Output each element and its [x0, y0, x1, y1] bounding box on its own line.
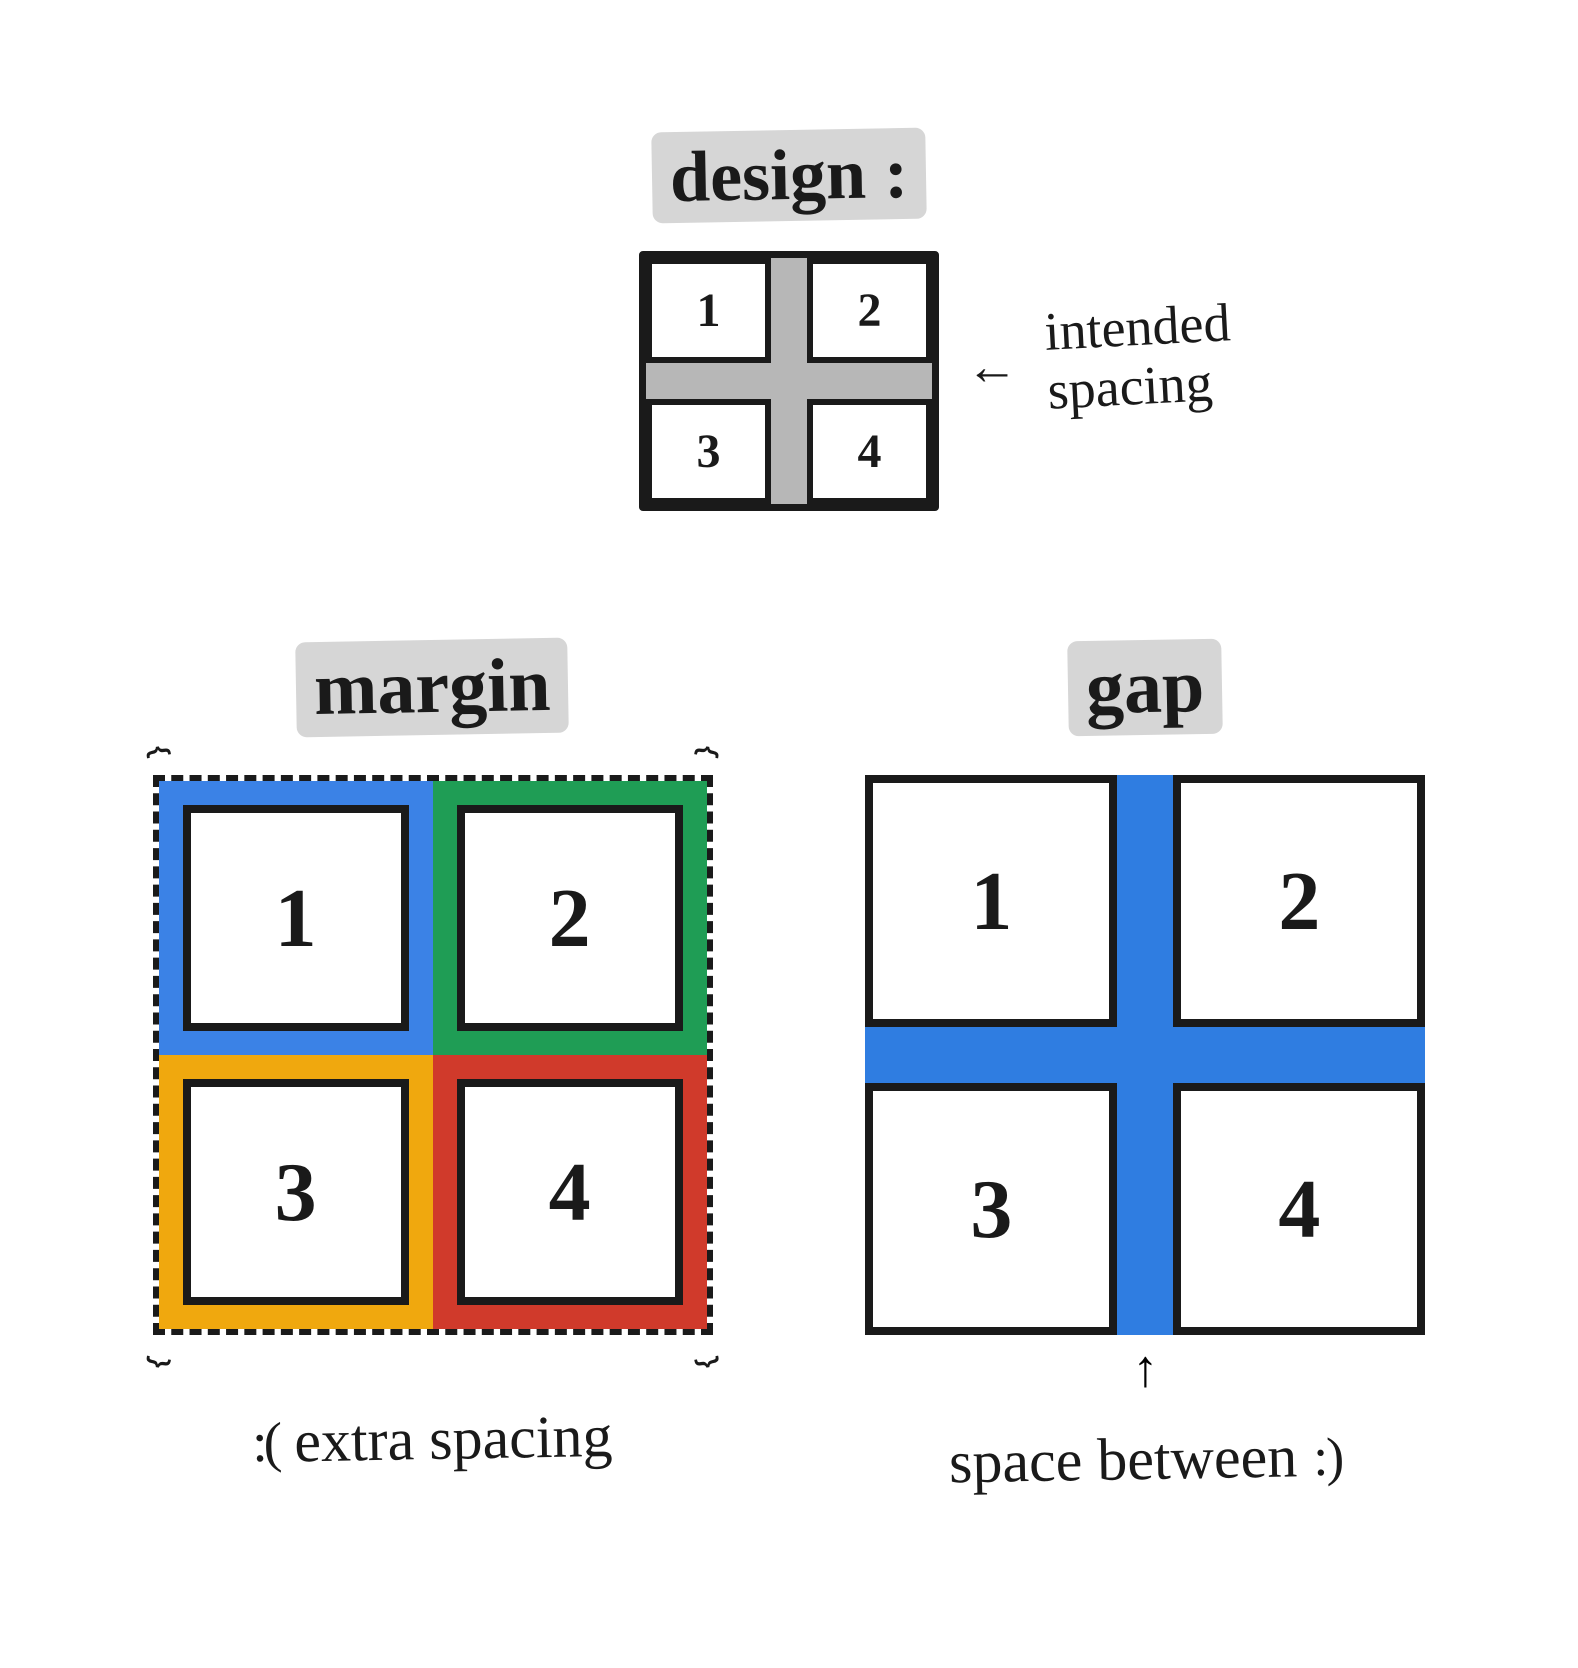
gap-grid: 1 2 3 4 ↑: [865, 775, 1425, 1335]
margin-cell-4: 4: [433, 1055, 707, 1329]
design-title: design :: [651, 128, 927, 224]
arrow-up-icon: ↑: [1132, 1340, 1158, 1399]
design-annotation: intendedspacing: [1043, 293, 1235, 421]
margin-cell-label: 3: [183, 1079, 409, 1305]
margin-cell-label: 2: [457, 805, 683, 1031]
margin-caption: :( extra spacing: [252, 1402, 614, 1477]
margin-grid: ⏞ ⏞ ⏞ ⏞ 1 2 3 4: [153, 775, 713, 1335]
gap-title: gap: [1067, 639, 1223, 737]
margin-cell-label: 1: [183, 805, 409, 1031]
design-section: design : 1 2 3 4 ← intendedspacing: [0, 130, 1578, 511]
margin-column: margin ⏞ ⏞ ⏞ ⏞ 1 2 3 4 :(: [153, 640, 713, 1474]
margin-cell-2: 2: [433, 781, 707, 1055]
happy-face-icon: :): [1312, 1425, 1342, 1487]
design-cell-1: 1: [646, 258, 771, 363]
gap-cell-3: 3: [865, 1083, 1117, 1335]
sad-face-icon: :(: [252, 1410, 279, 1474]
arrow-left-icon: ←: [966, 338, 1018, 397]
margin-cell-3: 3: [159, 1055, 433, 1329]
gap-column: gap 1 2 3 4 ↑ space between :): [865, 640, 1425, 1494]
margin-cell-label: 4: [457, 1079, 683, 1305]
margin-cell-1: 1: [159, 781, 433, 1055]
gap-cell-2: 2: [1173, 775, 1425, 1027]
gap-cell-1: 1: [865, 775, 1117, 1027]
gap-cell-4: 4: [1173, 1083, 1425, 1335]
margin-caption-text: extra spacing: [294, 1402, 613, 1477]
design-grid: 1 2 3 4 ← intendedspacing: [639, 251, 939, 511]
gap-cross-horizontal: [865, 1027, 1425, 1083]
design-cell-3: 3: [646, 399, 771, 504]
margin-title: margin: [296, 638, 570, 738]
comparison-row: margin ⏞ ⏞ ⏞ ⏞ 1 2 3 4 :(: [0, 640, 1578, 1494]
design-cell-4: 4: [807, 399, 932, 504]
design-cell-2: 2: [807, 258, 932, 363]
gap-caption: space between :): [948, 1422, 1342, 1498]
gap-caption-text: space between: [948, 1422, 1297, 1497]
